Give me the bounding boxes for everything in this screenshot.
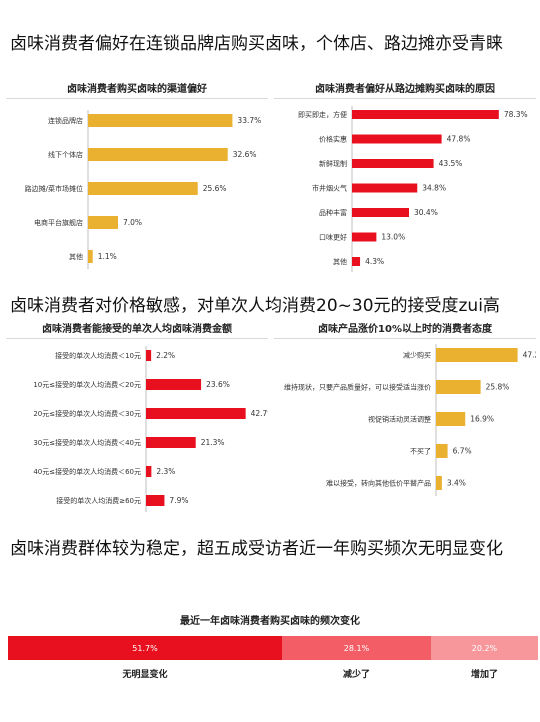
bar bbox=[436, 444, 448, 458]
data-label: 2.2% bbox=[156, 351, 175, 360]
data-label: 47.2% bbox=[523, 351, 536, 360]
category-label: 难以接受，转向其他低价平替产品 bbox=[326, 479, 431, 488]
data-label: 33.7% bbox=[237, 116, 261, 125]
category-label: 减少了 bbox=[296, 667, 416, 680]
bar bbox=[436, 348, 518, 362]
section-heading-frequency: 卤味消费群体较为稳定，超五成受访者近一年购买频次无明显变化 bbox=[10, 539, 532, 560]
bar-chart-svg: 连锁品牌店 33.7% 线下个体店 32.6% 路边摊/菜市场摊位 25.6% 电商平台旗舰… bbox=[6, 102, 268, 282]
bar-chart-svg: 减少购买 47.2% 维持现状，只要产品质量好，可以接受适当涨价 25.8% 视促销活动… bbox=[274, 342, 536, 527]
category-label: 连锁品牌店 bbox=[48, 116, 83, 125]
data-label: 32.6% bbox=[233, 150, 257, 159]
bar bbox=[146, 379, 201, 390]
bar bbox=[352, 135, 442, 144]
title-divider bbox=[6, 98, 268, 99]
bar bbox=[436, 412, 465, 426]
title-divider bbox=[274, 338, 536, 339]
chart-title: 最近一年卤味消费者购买卤味的频次变化 bbox=[0, 612, 540, 627]
data-label: 47.8% bbox=[447, 135, 471, 144]
category-label: 品种丰富 bbox=[319, 208, 347, 217]
category-label: 线下个体店 bbox=[48, 150, 83, 159]
category-label: 无明显变化 bbox=[85, 667, 205, 680]
chart-price-increase-attitude: 卤味产品涨价10%以上时的消费者态度 减少购买 47.2% 维持现状，只要产品质量好… bbox=[274, 320, 536, 525]
section-heading-price: 卤味消费者对价格敏感，对单次人均消费20~30元的接受度zui高 bbox=[10, 296, 532, 317]
bar bbox=[436, 380, 481, 394]
category-label: 路边摊/菜市场摊位 bbox=[25, 184, 83, 193]
chart-title: 卤味消费者能接受的单次人均卤味消费金额 bbox=[6, 320, 268, 335]
bar bbox=[88, 182, 198, 195]
data-label: 23.6% bbox=[206, 380, 230, 389]
bar bbox=[88, 250, 93, 263]
bar bbox=[146, 408, 246, 419]
chart-title: 卤味消费者偏好从路边摊购买卤味的原因 bbox=[274, 80, 536, 95]
data-label: 78.3% bbox=[504, 110, 528, 119]
category-label: 视促销活动灵活调整 bbox=[368, 415, 431, 424]
data-label: 51.7% bbox=[132, 644, 157, 653]
category-label: 20元≤接受的单次人均消费＜30元 bbox=[33, 409, 141, 418]
bar bbox=[352, 257, 360, 266]
data-label: 20.2% bbox=[472, 644, 497, 653]
stacked-segment: 20.2% bbox=[431, 636, 538, 660]
category-label: 口味更好 bbox=[319, 233, 347, 242]
title-divider bbox=[6, 338, 268, 339]
category-label: 30元≤接受的单次人均消费＜40元 bbox=[33, 438, 141, 447]
data-label: 3.4% bbox=[447, 479, 466, 488]
chart-title: 卤味消费者购买卤味的渠道偏好 bbox=[6, 80, 268, 95]
bar bbox=[352, 184, 417, 193]
bar bbox=[352, 208, 409, 217]
category-label: 减少购买 bbox=[403, 351, 431, 360]
category-label: 增加了 bbox=[424, 667, 540, 680]
category-label: 接受的单次人均消费＜10元 bbox=[55, 351, 141, 360]
chart-title: 卤味产品涨价10%以上时的消费者态度 bbox=[274, 320, 536, 335]
data-label: 1.1% bbox=[98, 252, 117, 261]
stacked-bar-frequency: 51.7% 28.1% 20.2% bbox=[8, 636, 538, 660]
bar bbox=[146, 466, 151, 477]
category-label: 其他 bbox=[333, 257, 347, 266]
category-label: 维持现状，只要产品质量好，可以接受适当涨价 bbox=[284, 383, 431, 392]
data-label: 13.0% bbox=[381, 233, 405, 242]
title-divider bbox=[274, 98, 536, 99]
chart-acceptable-spend: 卤味消费者能接受的单次人均卤味消费金额 接受的单次人均消费＜10元 2.2% 10元… bbox=[6, 320, 268, 525]
bar bbox=[146, 437, 196, 448]
category-label: 10元≤接受的单次人均消费＜20元 bbox=[33, 380, 141, 389]
data-label: 6.7% bbox=[453, 447, 472, 456]
chart-street-stall-reasons: 卤味消费者偏好从路边摊购买卤味的原因 即买即走，方便 78.3% 价格实惠 47.8%… bbox=[274, 80, 536, 280]
data-label: 34.8% bbox=[422, 184, 446, 193]
category-label: 40元≤接受的单次人均消费＜60元 bbox=[33, 467, 141, 476]
category-label: 价格实惠 bbox=[319, 135, 347, 144]
bar bbox=[88, 148, 228, 161]
bar bbox=[352, 233, 376, 242]
bar bbox=[146, 350, 151, 361]
data-label: 30.4% bbox=[414, 208, 438, 217]
bar-chart-svg: 即买即走，方便 78.3% 价格实惠 47.8% 新鲜现制 43.5% 市井烟火气 34.8%… bbox=[274, 102, 536, 282]
chart-channel-preference: 卤味消费者购买卤味的渠道偏好 连锁品牌店 33.7% 线下个体店 32.6% 路边摊/菜… bbox=[6, 80, 268, 280]
section-heading-channel: 卤味消费者偏好在连锁品牌店购买卤味，个体店、路边摊亦受青睐 bbox=[10, 34, 532, 55]
category-label: 新鲜现制 bbox=[319, 159, 347, 168]
data-label: 7.0% bbox=[123, 218, 142, 227]
category-label: 接受的单次人均消费≥60元 bbox=[56, 496, 141, 505]
bar bbox=[88, 216, 118, 229]
bar-chart-svg: 接受的单次人均消费＜10元 2.2% 10元≤接受的单次人均消费＜20元 23.6% 2… bbox=[6, 342, 268, 527]
category-label: 市井烟火气 bbox=[312, 184, 347, 193]
category-label: 即买即走，方便 bbox=[298, 110, 347, 119]
data-label: 43.5% bbox=[439, 159, 463, 168]
data-label: 4.3% bbox=[365, 257, 384, 266]
category-label: 不买了 bbox=[410, 448, 431, 456]
stacked-segment: 51.7% bbox=[8, 636, 282, 660]
data-label: 7.9% bbox=[169, 496, 188, 505]
data-label: 21.3% bbox=[201, 438, 225, 447]
bar bbox=[352, 110, 499, 119]
data-label: 16.9% bbox=[470, 415, 494, 424]
bar bbox=[88, 114, 232, 127]
data-label: 25.8% bbox=[486, 383, 510, 392]
bar bbox=[146, 495, 164, 506]
category-label: 其他 bbox=[69, 252, 83, 261]
data-label: 28.1% bbox=[344, 644, 369, 653]
data-label: 2.3% bbox=[156, 467, 175, 476]
category-label: 电商平台旗舰店 bbox=[34, 218, 83, 227]
data-label: 25.6% bbox=[203, 184, 227, 193]
stacked-segment: 28.1% bbox=[282, 636, 431, 660]
bar bbox=[436, 476, 442, 490]
bar bbox=[352, 159, 434, 168]
data-label: 42.7% bbox=[251, 409, 268, 418]
